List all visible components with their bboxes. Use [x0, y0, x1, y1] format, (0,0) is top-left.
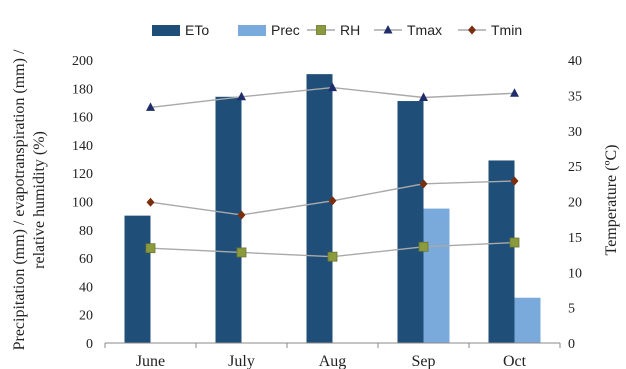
- point-tmin-sep: [419, 179, 428, 189]
- legend-swatch-prec: [238, 25, 266, 36]
- legend-marker-rh: [316, 25, 326, 35]
- right-tick-label: 15: [568, 231, 582, 246]
- bar-eto-oct: [488, 160, 515, 343]
- legend-label-tmax: Tmax: [407, 22, 442, 38]
- bar-eto-sep: [397, 101, 424, 343]
- right-axis-title: Temperature (ºC): [603, 145, 620, 256]
- point-tmin-june: [146, 197, 155, 207]
- left-tick-label: 200: [72, 54, 93, 69]
- category-label-july: July: [228, 353, 255, 369]
- right-tick-label: 25: [568, 160, 582, 175]
- left-tick-label: 60: [79, 252, 93, 267]
- left-axis-title-line1: Precipitation (mm) / evapotranspiration …: [11, 49, 28, 350]
- legend: ETo Prec RH Tmax Tmin: [152, 22, 522, 38]
- left-tick-label: 160: [72, 111, 93, 126]
- left-tick-label: 0: [86, 337, 93, 352]
- left-y-ticks: 0 20 40 60 80 100 120 140 160 180 200: [72, 54, 93, 352]
- category-label-sep: Sep: [412, 353, 436, 369]
- left-tick-label: 180: [72, 82, 93, 97]
- legend-label-tmin: Tmin: [491, 22, 522, 38]
- category-label-aug: Aug: [319, 353, 347, 369]
- point-tmax-sep: [419, 92, 428, 101]
- legend-swatch-eto: [152, 25, 180, 36]
- bar-eto-june: [124, 215, 151, 343]
- legend-label-rh: RH: [340, 22, 360, 38]
- point-rh-july: [236, 247, 247, 258]
- right-tick-label: 30: [568, 125, 582, 140]
- right-y-ticks: 0 5 10 15 20 25 30 35 40: [568, 54, 582, 352]
- bar-prec-sep: [423, 208, 450, 343]
- left-tick-label: 40: [79, 280, 93, 295]
- category-label-oct: Oct: [503, 353, 527, 369]
- point-tmax-oct: [510, 88, 519, 97]
- x-category-labels: June July Aug Sep Oct: [104, 343, 561, 369]
- left-axis-title-line2: relative humidity (%): [31, 131, 48, 269]
- bars: [124, 74, 541, 344]
- left-tick-label: 80: [79, 224, 93, 239]
- legend-label-eto: ETo: [185, 22, 209, 38]
- category-label-june: June: [136, 353, 165, 369]
- bar-eto-july: [215, 96, 242, 343]
- bar-prec-oct: [514, 297, 541, 343]
- point-tmin-july: [237, 210, 246, 220]
- point-tmax-aug: [328, 82, 337, 92]
- left-tick-label: 100: [72, 196, 93, 211]
- point-rh-sep: [418, 241, 429, 252]
- point-rh-aug: [327, 251, 338, 262]
- right-tick-label: 10: [568, 266, 582, 281]
- right-tick-label: 0: [568, 337, 575, 352]
- legend-label-prec: Prec: [271, 22, 300, 38]
- right-tick-label: 5: [568, 302, 575, 317]
- point-tmax-june: [146, 102, 155, 111]
- right-tick-label: 20: [568, 196, 582, 211]
- series-lines: [145, 82, 520, 262]
- point-rh-june: [145, 243, 156, 254]
- legend-marker-tmin: [468, 25, 476, 35]
- bar-eto-aug: [306, 74, 333, 344]
- point-tmax-july: [237, 91, 246, 101]
- left-tick-label: 120: [72, 167, 93, 182]
- left-tick-label: 140: [72, 139, 93, 154]
- legend-marker-tmax: [383, 25, 393, 34]
- right-tick-label: 40: [568, 54, 582, 69]
- right-tick-label: 35: [568, 89, 582, 104]
- point-tmin-aug: [328, 196, 337, 206]
- point-rh-oct: [509, 237, 520, 248]
- left-tick-label: 20: [79, 309, 93, 324]
- point-tmin-oct: [510, 176, 519, 186]
